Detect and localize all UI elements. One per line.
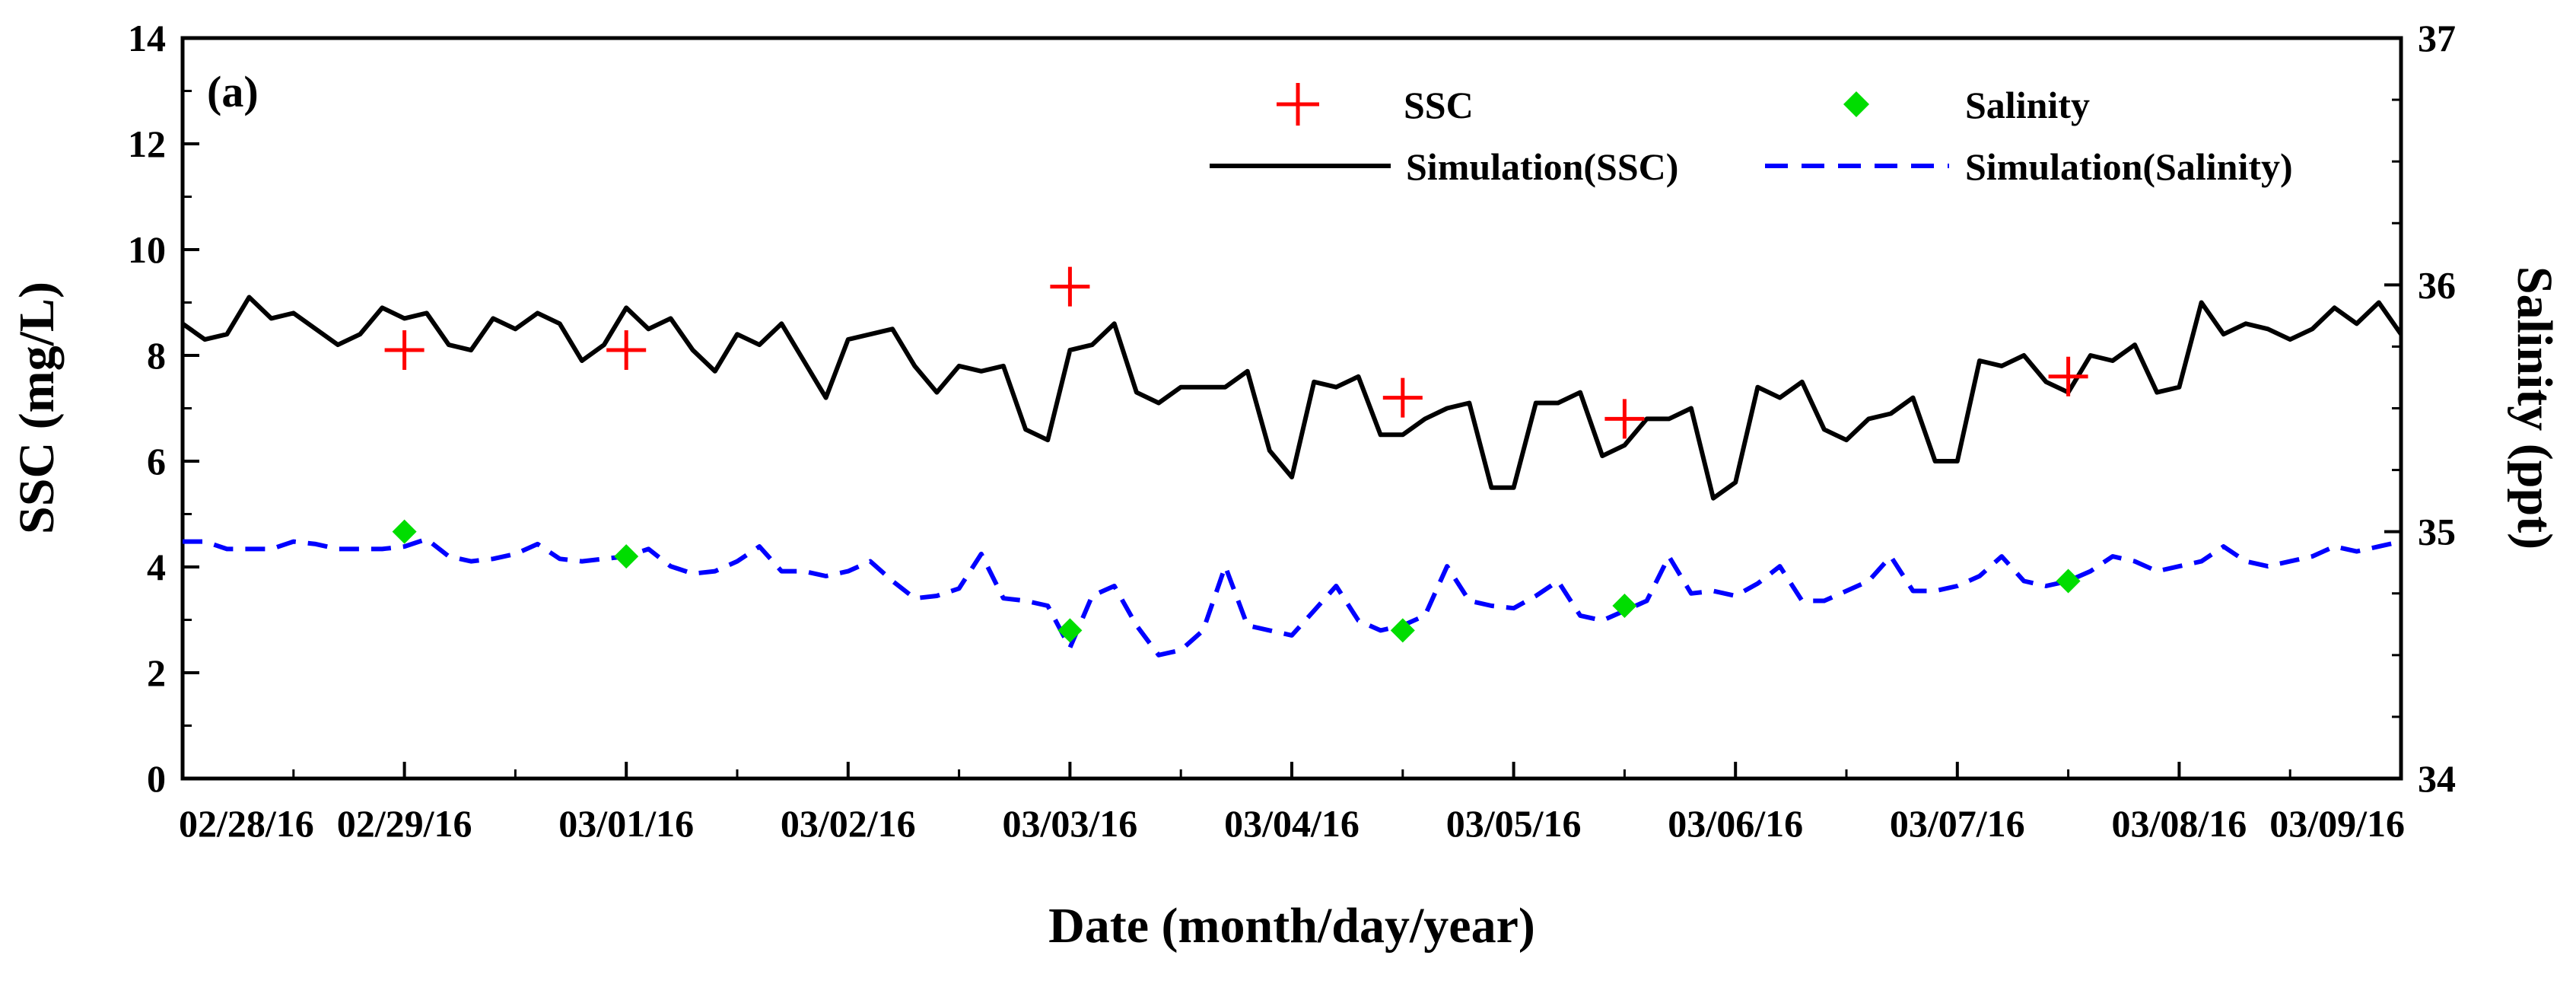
- left-tick-label: 12: [128, 123, 166, 165]
- x-tick-label: 02/29/16: [337, 802, 472, 845]
- data-point-salinity_obs: [614, 544, 639, 569]
- x-tick-label: 03/04/16: [1224, 802, 1360, 845]
- data-point-salinity_obs: [1057, 618, 1083, 643]
- data-point-ssc_obs: [606, 330, 647, 371]
- legend-label-ssc-sim: Simulation(SSC): [1406, 145, 1678, 188]
- x-tick-label: 03/09/16: [2269, 802, 2405, 845]
- x-tick-label: 03/07/16: [1890, 802, 2025, 845]
- data-point-salinity_obs: [2056, 568, 2081, 594]
- legend: SSC Salinity Simulation(SSC) Simulation(…: [1210, 83, 2293, 188]
- right-axis-ticks: 34 35 36 37: [2384, 17, 2456, 800]
- left-tick-label: 0: [147, 757, 166, 800]
- left-tick-label: 4: [147, 546, 166, 588]
- x-tick-label: 03/05/16: [1446, 802, 1582, 845]
- x-tick-label: 03/03/16: [1003, 802, 1138, 845]
- data-point-ssc_obs: [1050, 266, 1090, 307]
- x-tick-label: 03/06/16: [1668, 802, 1803, 845]
- right-tick-label: 34: [2418, 757, 2456, 800]
- x-axis-ticks: 02/28/16 02/29/16 03/01/16 03/02/16 03/03/16…: [179, 762, 2405, 845]
- marker-layer: [384, 266, 2088, 643]
- series-line-ssc_sim: [181, 295, 2403, 501]
- y-axis-title-right: Salinity (ppt): [2507, 266, 2562, 549]
- left-tick-label: 2: [147, 651, 166, 694]
- x-tick-label: 03/08/16: [2112, 802, 2247, 845]
- right-tick-label: 37: [2418, 17, 2456, 59]
- data-point-ssc_obs: [384, 330, 425, 371]
- x-tick-label: 03/02/16: [781, 802, 916, 845]
- x-tick-label: 03/01/16: [558, 802, 694, 845]
- data-point-ssc_obs: [1604, 399, 1645, 439]
- left-tick-label: 6: [147, 440, 166, 482]
- left-tick-label: 8: [147, 334, 166, 377]
- panel-label: (a): [207, 67, 259, 116]
- series-layer: [181, 295, 2403, 658]
- right-tick-label: 35: [2418, 511, 2456, 553]
- x-tick-label: 02/28/16: [179, 802, 314, 845]
- legend-marker-ssc: [1277, 83, 1319, 126]
- series-line-salinity_sim: [183, 537, 2402, 658]
- legend-label-ssc: SSC: [1404, 84, 1474, 126]
- right-tick-label: 36: [2418, 263, 2456, 306]
- x-axis-title: Date (month/day/year): [1048, 898, 1535, 954]
- legend-label-salinity-sim: Simulation(Salinity): [1965, 145, 2293, 188]
- left-tick-label: 10: [128, 228, 166, 271]
- data-point-ssc_obs: [1382, 377, 1423, 418]
- data-point-salinity_obs: [1612, 593, 1637, 618]
- left-axis-ticks: 0 2 4 6 8 10 12 14: [128, 17, 199, 800]
- left-tick-label: 14: [128, 17, 166, 59]
- data-point-salinity_obs: [392, 519, 417, 544]
- data-point-salinity_obs: [1390, 618, 1415, 643]
- y-axis-title-left: SSC (mg/L): [9, 282, 65, 534]
- data-point-ssc_obs: [2048, 356, 2088, 396]
- legend-label-salinity: Salinity: [1965, 84, 2090, 126]
- legend-marker-salinity: [1843, 91, 1869, 117]
